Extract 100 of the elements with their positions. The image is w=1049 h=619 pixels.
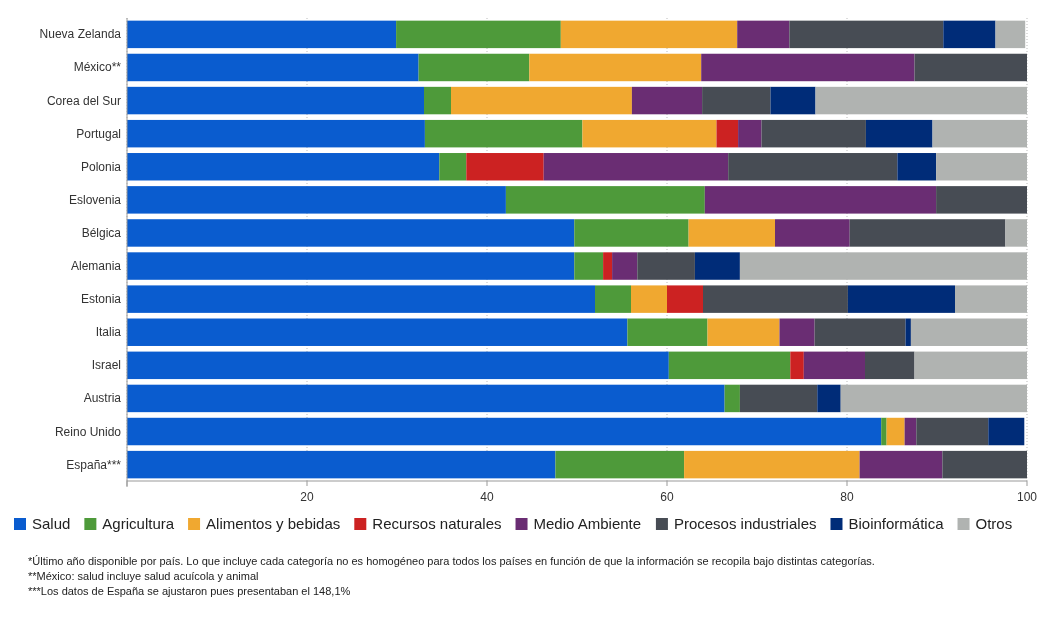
x-tick-label: 40 — [480, 490, 494, 504]
bar — [737, 20, 790, 49]
legend-label: Salud — [32, 515, 71, 532]
bar — [865, 119, 933, 148]
y-tick-label: Bélgica — [81, 225, 122, 240]
bar — [127, 285, 595, 313]
bar — [779, 318, 815, 346]
bar — [916, 417, 989, 446]
bar — [814, 318, 906, 346]
x-tick-label: 60 — [660, 490, 674, 504]
bar — [881, 417, 887, 446]
bar — [701, 53, 915, 82]
x-tick-label: 20 — [300, 490, 314, 504]
y-tick-label: Eslovenia — [68, 192, 122, 207]
bar — [702, 86, 771, 115]
bar — [127, 219, 575, 247]
bar — [936, 186, 1027, 214]
legend-label: Recursos naturales — [372, 515, 502, 532]
bar — [612, 252, 638, 280]
bar — [803, 351, 865, 380]
legend-label: Agricultura — [102, 515, 175, 532]
x-tick-label: 80 — [840, 490, 854, 504]
bar — [668, 351, 791, 380]
bar — [574, 219, 689, 247]
bar — [631, 86, 703, 115]
bar — [127, 384, 725, 413]
bar — [127, 252, 575, 280]
bar — [127, 351, 669, 380]
bar — [127, 53, 419, 82]
bar — [560, 20, 738, 49]
bar — [905, 318, 911, 346]
bar — [770, 86, 816, 115]
bar — [127, 86, 424, 115]
bar — [724, 384, 740, 413]
bar — [865, 351, 915, 380]
bar — [886, 417, 905, 446]
y-tick-label: Israel — [91, 358, 121, 373]
text: ***Los datos de España se ajustaron pues presentaban el 148,1% — [28, 585, 351, 597]
bar — [582, 119, 717, 148]
text: **México: salud incluye salud acuícola y animal — [28, 570, 259, 582]
bar — [694, 252, 740, 280]
bar — [529, 53, 702, 82]
bar — [543, 153, 729, 181]
bar — [127, 417, 882, 446]
bar — [738, 119, 762, 148]
bar — [897, 153, 937, 181]
legend-label: Otros — [975, 515, 1013, 532]
y-tick-label: Estonia — [80, 292, 122, 307]
bar — [942, 450, 1027, 479]
bar — [847, 285, 955, 313]
bar — [904, 417, 917, 446]
bar — [667, 285, 703, 313]
legend-label: Alimentos y bebidas — [206, 515, 341, 532]
bar — [574, 252, 604, 280]
bar — [775, 219, 850, 247]
bar — [466, 153, 544, 181]
x-tick-label: 100 — [1016, 490, 1038, 504]
bar — [914, 53, 1027, 82]
y-tick-label: Italia — [95, 325, 122, 340]
bar — [707, 318, 780, 346]
bar — [988, 417, 1025, 446]
bar — [127, 20, 397, 49]
bar — [127, 119, 425, 148]
bar — [631, 285, 667, 313]
text: *Último año disponible por país. Lo que incluye cada categoría no es homogéneo para todos los países en función de que la información se recopila bajo distintas categorías. — [28, 555, 875, 567]
y-tick-label: Corea del Sur — [46, 93, 121, 108]
bar — [789, 20, 944, 49]
bar — [627, 318, 708, 346]
bar — [859, 450, 943, 479]
bar — [703, 285, 848, 313]
legend-label: Procesos industriales — [673, 515, 817, 532]
bar — [595, 285, 631, 313]
y-tick-label: Nueva Zelanda — [39, 27, 122, 42]
bar — [424, 119, 583, 148]
bar — [704, 186, 937, 214]
bar — [127, 153, 440, 181]
bar — [716, 119, 739, 148]
bar — [127, 186, 506, 214]
y-tick-label: Reino Unido — [54, 424, 122, 439]
bar — [451, 86, 632, 115]
bar — [790, 351, 804, 380]
bar — [424, 86, 451, 115]
bar — [849, 219, 1006, 247]
y-tick-label: Alemania — [70, 259, 122, 274]
y-tick-label: Polonia — [80, 159, 122, 174]
bar — [684, 450, 860, 479]
bar — [817, 384, 841, 413]
bar — [761, 119, 866, 148]
bar — [603, 252, 613, 280]
legend-label: Bioinformática — [848, 515, 945, 532]
bar — [688, 219, 775, 247]
y-tick-label: México** — [73, 60, 122, 75]
y-tick-label: Portugal — [76, 126, 121, 141]
y-tick-label: Austria — [83, 391, 122, 406]
bar — [418, 53, 530, 82]
y-tick-label: España*** — [66, 457, 122, 472]
legend-label: Medio Ambiente — [533, 515, 642, 532]
bar — [739, 384, 818, 413]
bar — [127, 450, 556, 479]
bar — [728, 153, 898, 181]
